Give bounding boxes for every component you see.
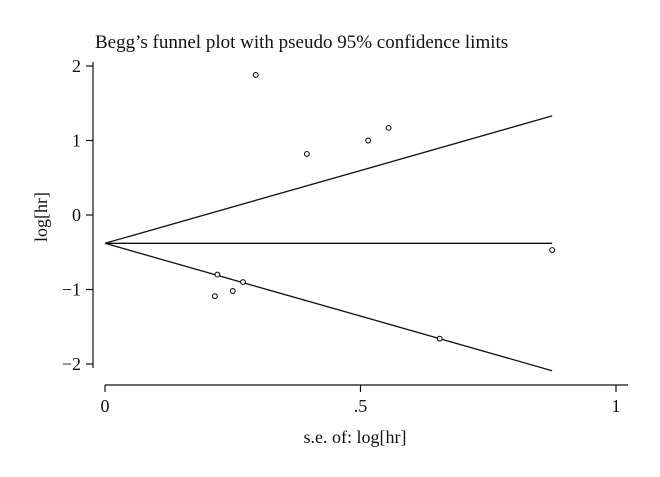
lower-confidence-limit-line	[104, 242, 553, 372]
study-point	[365, 137, 372, 144]
x-tick-label: 0	[101, 396, 110, 416]
study-point	[252, 71, 259, 78]
axes: 0.5 1 210−1−2	[62, 56, 628, 416]
upper-confidence-limit-line	[104, 115, 553, 244]
study-point	[229, 288, 236, 294]
y-tick-label: −2	[62, 354, 81, 374]
study-point	[549, 247, 556, 253]
y-axis-label: log[hr]	[31, 192, 51, 242]
y-tick-label: 2	[72, 56, 81, 76]
study-point	[211, 293, 218, 300]
y-tick-label: −1	[62, 280, 81, 300]
funnel-lines	[104, 115, 553, 372]
study-point	[240, 279, 246, 285]
y-tick-label: 0	[72, 205, 81, 225]
study-point	[303, 150, 310, 157]
y-axis-ticks: 2 1 0 −1 −2	[62, 56, 93, 374]
x-axis-label: s.e. of: log[hr]	[304, 427, 407, 447]
x-tick-label: 1	[612, 396, 621, 416]
study-points	[211, 71, 556, 342]
chart-title: Begg’s funnel plot with pseudo 95% confi…	[95, 32, 508, 53]
y-tick-label: 1	[72, 131, 81, 151]
study-point	[436, 335, 443, 342]
study-point	[385, 124, 392, 131]
x-axis-ticks: 0.5 1	[101, 385, 621, 416]
x-tick-label: .5	[354, 396, 368, 416]
study-point	[214, 271, 221, 278]
